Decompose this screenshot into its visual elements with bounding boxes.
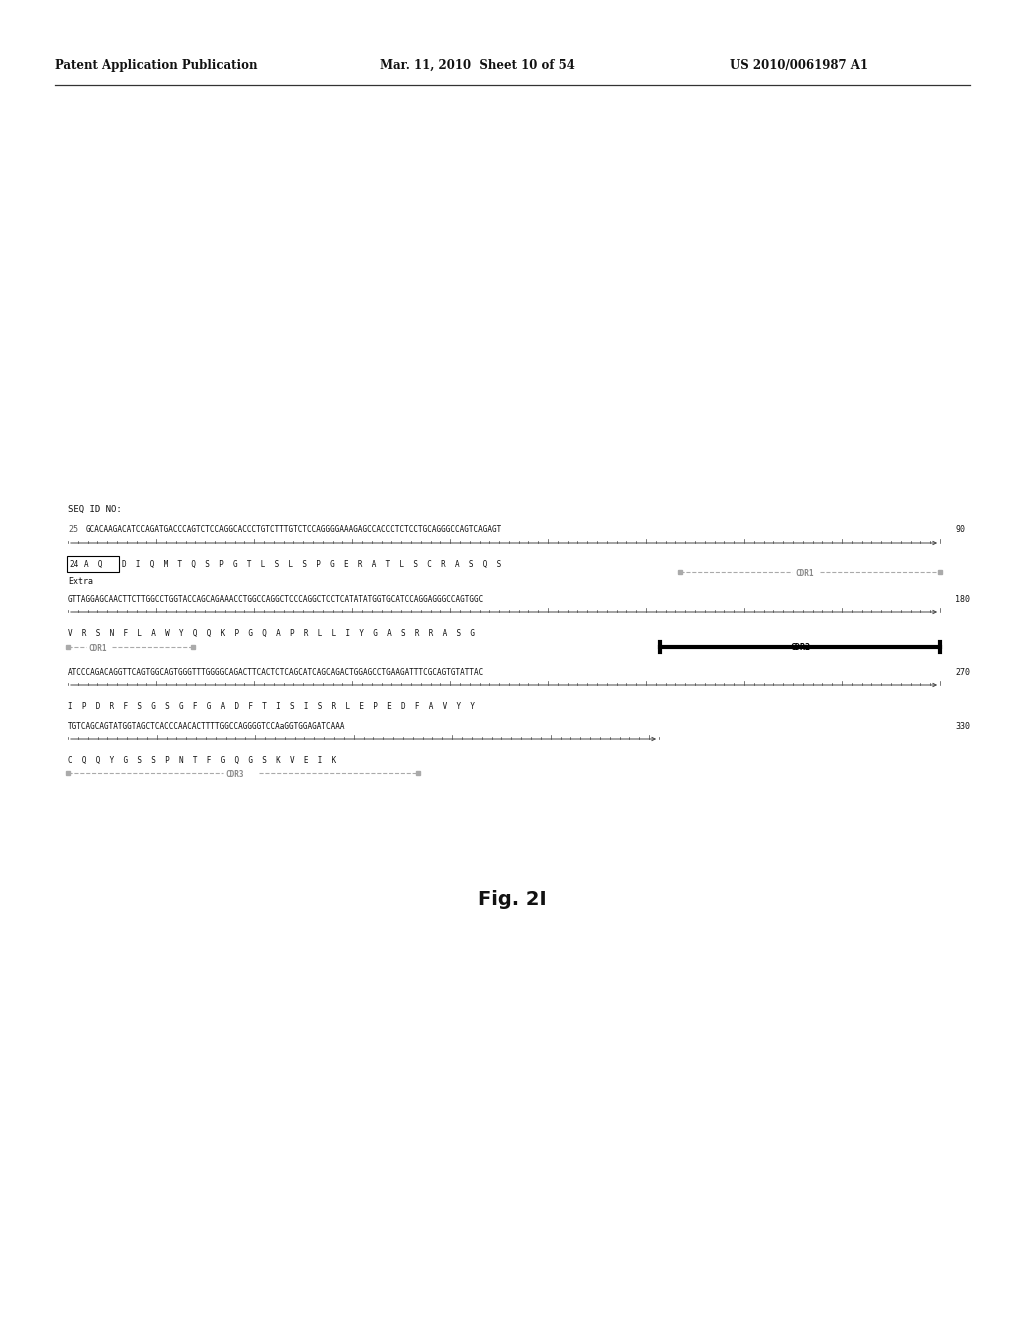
Text: 25: 25	[68, 525, 78, 535]
Text: A  Q: A Q	[84, 560, 102, 569]
Text: Patent Application Publication: Patent Application Publication	[55, 58, 257, 71]
Text: GTTAGGAGCAACTTCTTGGCCTGGTACCAGCAGAAACCTGGCCAGGCTCCCAGGCTCCTCATATATGGTGCATCCAGGAG: GTTAGGAGCAACTTCTTGGCCTGGTACCAGCAGAAACCTG…	[68, 595, 484, 605]
Text: TGTCAGCAGTATGGTAGCTCACCCAACACTTTTGGCCAGGGGTCCAaGGTGGAGATCAAA: TGTCAGCAGTATGGTAGCTCACCCAACACTTTTGGCCAGG…	[68, 722, 345, 731]
Text: SEQ ID NO:: SEQ ID NO:	[68, 506, 122, 513]
Text: 270: 270	[955, 668, 970, 677]
Text: C  Q  Q  Y  G  S  S  P  N  T  F  G  Q  G  S  K  V  E  I  K: C Q Q Y G S S P N T F G Q G S K V E I K	[68, 756, 336, 766]
Text: CDR2: CDR2	[790, 643, 810, 652]
Text: CDR3: CDR3	[225, 770, 244, 779]
Text: 24: 24	[69, 560, 78, 569]
Text: Extra: Extra	[68, 577, 93, 586]
Text: US 2010/0061987 A1: US 2010/0061987 A1	[730, 58, 868, 71]
Bar	[67, 556, 119, 572]
Text: CDR1: CDR1	[795, 569, 813, 578]
Text: CDR1: CDR1	[88, 644, 106, 653]
Text: 180: 180	[955, 595, 970, 605]
Text: D  I  Q  M  T  Q  S  P  G  T  L  S  L  S  P  G  E  R  A  T  L  S  C  R  A  S  Q : D I Q M T Q S P G T L S L S P G E R A T …	[122, 560, 502, 569]
Text: Mar. 11, 2010  Sheet 10 of 54: Mar. 11, 2010 Sheet 10 of 54	[380, 58, 574, 71]
Text: ATCCCAGACAGGTTCAGTGGCAGTGGGTTTGGGGCAGACTTCACTCTCAGCATCAGCAGACTGGAGCCTGAAGATTTCGC: ATCCCAGACAGGTTCAGTGGCAGTGGGTTTGGGGCAGACT…	[68, 668, 484, 677]
Text: Fig. 2I: Fig. 2I	[477, 890, 547, 909]
Text: I  P  D  R  F  S  G  S  G  F  G  A  D  F  T  I  S  I  S  R  L  E  P  E  D  F  A : I P D R F S G S G F G A D F T I S I S R …	[68, 702, 475, 711]
Text: 330: 330	[955, 722, 970, 731]
Text: V  R  S  N  F  L  A  W  Y  Q  Q  K  P  G  Q  A  P  R  L  L  I  Y  G  A  S  R  R : V R S N F L A W Y Q Q K P G Q A P R L L …	[68, 630, 475, 638]
Text: 90: 90	[955, 525, 965, 535]
Text: GCACAAGACATCCAGATGACCCAGTCTCCAGGCACCCTGTCTTTGTCTCCAGGGGAAAGAGCCACCCTCTCCTGCAGGGC: GCACAAGACATCCAGATGACCCAGTCTCCAGGCACCCTGT…	[86, 525, 502, 535]
